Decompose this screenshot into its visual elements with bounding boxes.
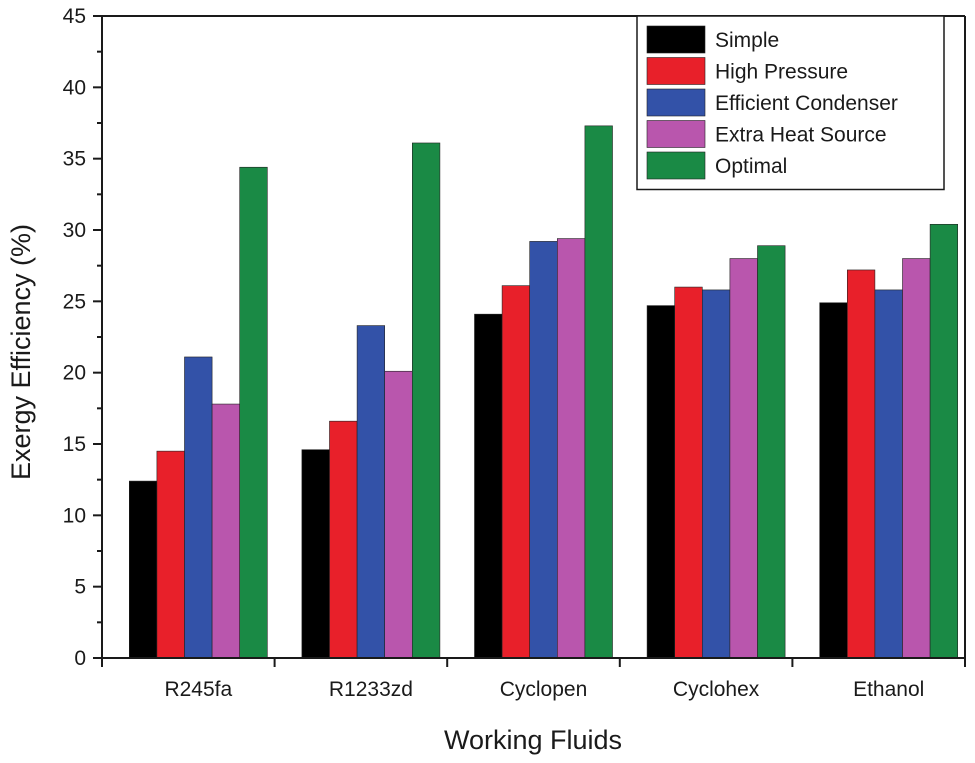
x-tick-label: Ethanol (853, 678, 924, 701)
y-tick-label: 40 (63, 76, 86, 99)
legend: Simple High Pressure Efficient Condenser Ex… (636, 15, 945, 191)
bar-optimal-r245fa (239, 166, 268, 659)
x-tick-label: R245fa (164, 678, 232, 701)
x-tick-label: Cyclohex (673, 678, 760, 701)
legend-swatch-optimal (646, 151, 706, 180)
tick-labels-layer: 0 5 10 15 20 25 30 35 40 45 R245fa R1233zd Cyclopen C… (63, 5, 925, 701)
bar-simple-ethanol (819, 302, 848, 659)
legend-swatch-simple (646, 25, 706, 54)
legend-swatch-high-pressure (646, 57, 706, 85)
x-tick-label: Cyclopen (500, 678, 588, 701)
legend-label-extra-heat-source: Extra Heat Source (715, 124, 887, 147)
y-tick-label: 35 (63, 148, 86, 171)
y-tick-label: 25 (63, 290, 86, 313)
bar-extra-heat-source-r1233zd (384, 370, 413, 659)
y-tick-label: 20 (63, 362, 86, 385)
bar-efficient-condenser-r245fa (184, 356, 213, 659)
axes-layer (93, 15, 966, 667)
bar-efficient-condenser-cyclopen (529, 241, 558, 659)
legend-swatch-extra-heat-source (646, 120, 706, 148)
x-axis-title: Working Fluids (444, 725, 622, 755)
y-tick-label: 0 (74, 647, 86, 670)
legend-label-efficient-condenser: Efficient Condenser (715, 92, 898, 115)
bar-simple-cyclopen (474, 313, 503, 659)
legend-swatch-efficient-condenser (646, 88, 706, 117)
bar-optimal-cyclopen (584, 125, 613, 659)
bar-optimal-cyclohex (757, 245, 786, 659)
bar-high-pressure-cyclohex (674, 286, 703, 659)
bar-extra-heat-source-ethanol (902, 258, 931, 659)
bar-efficient-condenser-cyclohex (701, 289, 731, 659)
y-tick-label: 5 (74, 576, 86, 599)
y-tick-label: 30 (63, 219, 86, 242)
bar-efficient-condenser-ethanol (874, 289, 903, 659)
bar-high-pressure-r245fa (156, 450, 185, 659)
bar-extra-heat-source-r245fa (211, 403, 241, 659)
legend-label-simple: Simple (715, 29, 779, 52)
bar-simple-cyclohex (646, 305, 675, 659)
bar-optimal-r1233zd (411, 142, 441, 659)
legend-label-high-pressure: High Pressure (715, 61, 848, 84)
bars-layer (129, 125, 958, 659)
bar-high-pressure-cyclopen (501, 285, 531, 659)
legend-label-optimal: Optimal (715, 155, 787, 178)
y-tick-label: 10 (63, 504, 86, 527)
bar-high-pressure-ethanol (846, 269, 876, 659)
bar-extra-heat-source-cyclopen (556, 238, 586, 659)
y-tick-label: 15 (63, 433, 86, 456)
bar-optimal-ethanol (929, 223, 958, 659)
bar-high-pressure-r1233zd (329, 420, 358, 659)
bar-extra-heat-source-cyclohex (729, 258, 758, 659)
x-tick-label: R1233zd (329, 678, 413, 701)
bar-simple-r245fa (129, 480, 158, 659)
bar-efficient-condenser-r1233zd (356, 325, 386, 659)
bar-simple-r1233zd (301, 449, 330, 659)
y-tick-label: 45 (63, 5, 86, 28)
y-axis-title: Exergy Efficiency (%) (6, 224, 36, 480)
